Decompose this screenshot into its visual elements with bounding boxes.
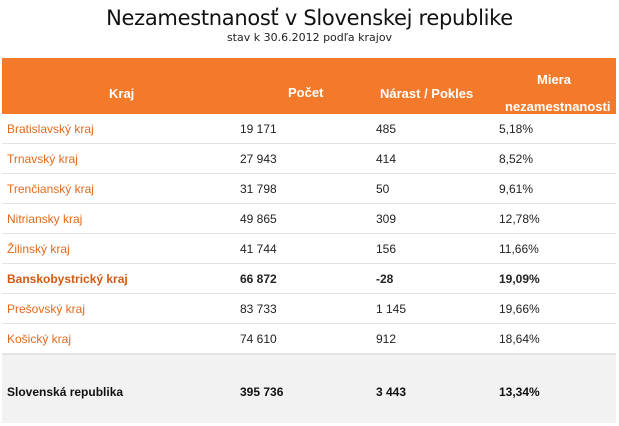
header-narast: Nárast / Pokles [380,86,474,101]
header-kraj: Kraj [109,86,135,101]
cell-pocet: 83 733 [240,302,277,316]
table-row: Trenčianský kraj 31 798 50 9,61% [2,174,616,204]
cell-narast: 156 [376,242,397,256]
region-link[interactable]: Bratislavský kraj [7,122,94,136]
cell-miera: 9,61% [499,182,534,196]
page-title: Nezamestnanosť v Slovenskej republike [106,6,513,30]
table-row: Košický kraj 74 610 912 18,64% [2,324,616,354]
region-link[interactable]: Banskobystrický kraj [7,272,128,286]
table-row-highlighted: Banskobystrický kraj 66 872 -28 19,09% [2,264,616,294]
region-link[interactable]: Nitriansky kraj [7,212,83,226]
region-link[interactable]: Trenčianský kraj [7,182,94,196]
cell-miera: 19,66% [499,302,540,316]
table-row: Nitriansky kraj 49 865 309 12,78% [2,204,616,234]
cell-narast: -28 [376,272,394,286]
region-link[interactable]: Prešovský kraj [7,302,86,316]
unemployment-table: Kraj Počet Nárast / Pokles Miera nezames… [2,58,616,423]
cell-pocet: 31 798 [240,182,277,196]
table-row: Trnavský kraj 27 943 414 8,52% [2,144,616,174]
cell-pocet: 74 610 [240,332,277,346]
cell-narast: 912 [376,332,397,346]
table-row: Bratislavský kraj 19 171 485 5,18% [2,114,616,144]
total-miera: 13,34% [499,385,540,399]
cell-pocet: 66 872 [240,272,277,286]
cell-narast: 50 [376,182,390,196]
table-header: Kraj Počet Nárast / Pokles Miera nezames… [2,58,616,114]
header-pocet: Počet [288,85,324,100]
cell-narast: 414 [376,152,397,166]
cell-pocet: 27 943 [240,152,277,166]
cell-narast: 309 [376,212,397,226]
cell-pocet: 49 865 [240,212,277,226]
table-row: Žilinský kraj 41 744 156 11,66% [2,234,616,264]
total-pocet: 395 736 [240,385,284,399]
table-total-row: Slovenská republika 395 736 3 443 13,34% [2,354,616,423]
table-row: Prešovský kraj 83 733 1 145 19,66% [2,294,616,324]
cell-narast: 485 [376,122,397,136]
cell-miera: 5,18% [499,122,534,136]
cell-miera: 11,66% [499,242,539,256]
cell-miera: 12,78% [499,212,540,226]
page-subtitle: stav k 30.6.2012 podľa krajov [226,31,393,44]
region-link[interactable]: Žilinský kraj [7,242,70,256]
header-miera-line1: Miera [537,72,571,87]
total-narast: 3 443 [376,385,407,399]
total-label: Slovenská republika [7,385,124,399]
cell-narast: 1 145 [376,302,407,316]
cell-pocet: 41 744 [240,242,277,256]
cell-pocet: 19 171 [240,122,277,136]
cell-miera: 19,09% [499,272,540,286]
region-link[interactable]: Košický kraj [7,332,72,346]
region-link[interactable]: Trnavský kraj [7,152,78,166]
cell-miera: 18,64% [499,332,540,346]
cell-miera: 8,52% [499,152,534,166]
header-miera-line2: nezamestnanosti [505,99,611,114]
